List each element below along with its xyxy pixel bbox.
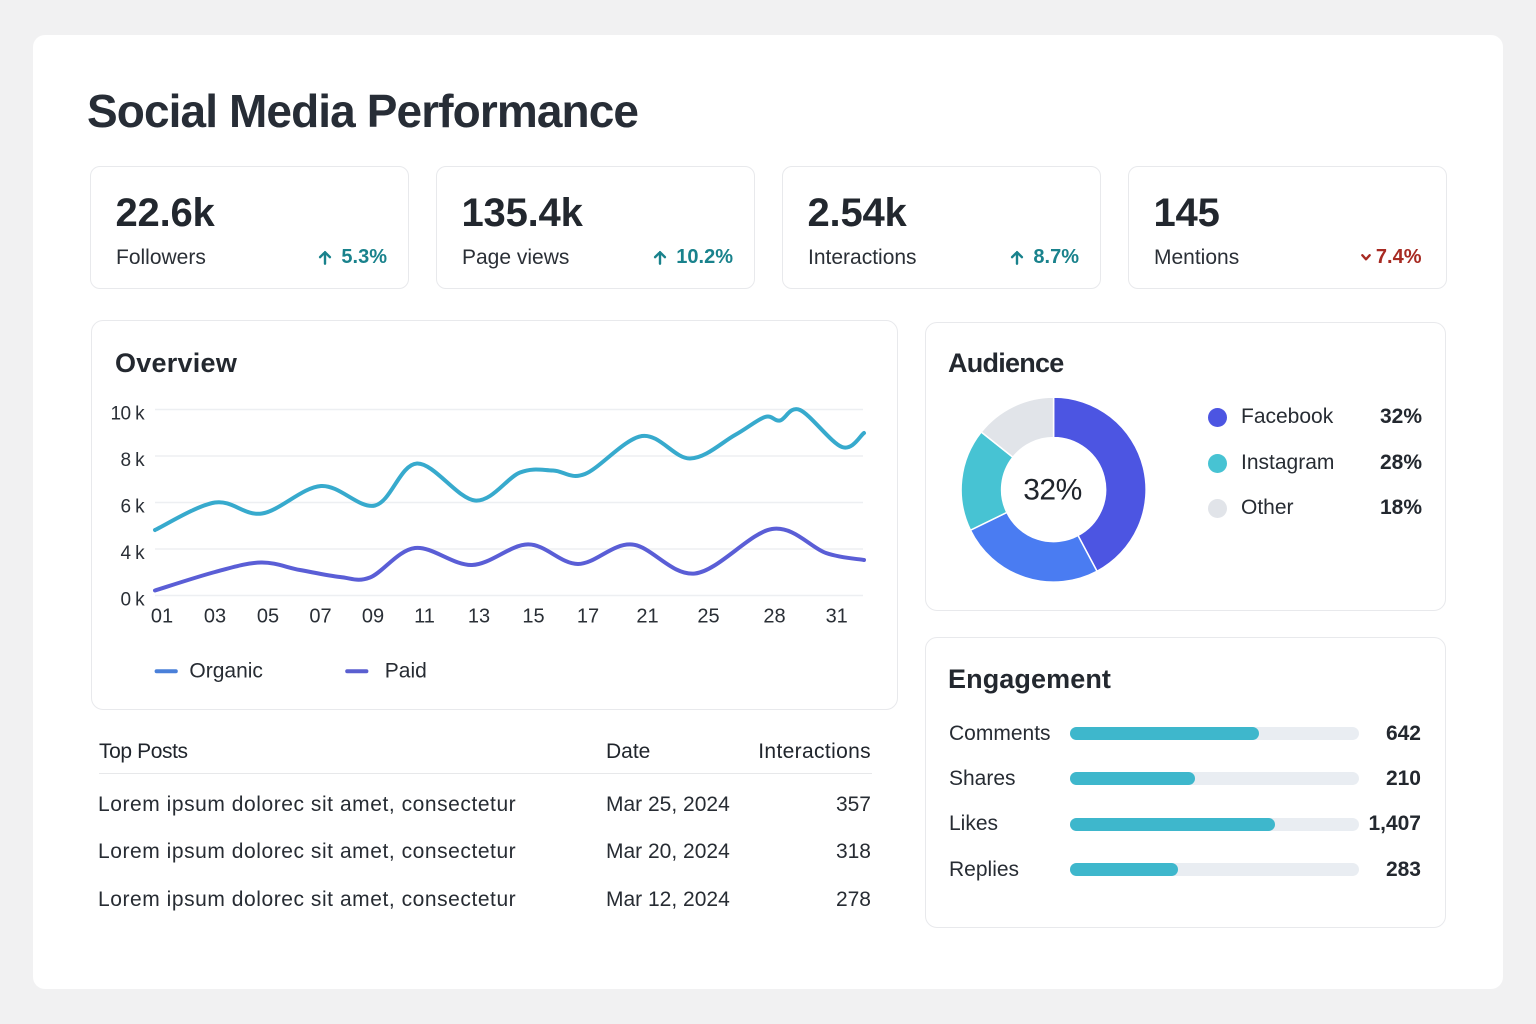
- svg-text:03: 03: [204, 606, 226, 628]
- svg-text:17: 17: [577, 606, 599, 628]
- svg-text:05: 05: [257, 606, 279, 628]
- svg-text:09: 09: [362, 606, 384, 628]
- svg-text:6 k: 6 k: [120, 497, 145, 518]
- svg-text:31: 31: [826, 606, 848, 628]
- svg-text:11: 11: [414, 606, 435, 628]
- svg-text:4 k: 4 k: [120, 543, 145, 564]
- svg-text:01: 01: [151, 606, 173, 628]
- svg-text:13: 13: [468, 606, 490, 628]
- svg-text:0 k: 0 k: [120, 590, 145, 611]
- svg-text:28: 28: [763, 606, 785, 628]
- svg-text:Organic: Organic: [189, 660, 263, 683]
- svg-text:15: 15: [522, 606, 544, 628]
- svg-text:21: 21: [636, 606, 658, 628]
- svg-text:25: 25: [697, 606, 719, 628]
- svg-text:8 k: 8 k: [120, 450, 145, 471]
- svg-text:32%: 32%: [1023, 474, 1082, 507]
- svg-text:07: 07: [309, 606, 331, 628]
- svg-text:Paid: Paid: [385, 660, 427, 683]
- svg-text:10 k: 10 k: [110, 403, 145, 424]
